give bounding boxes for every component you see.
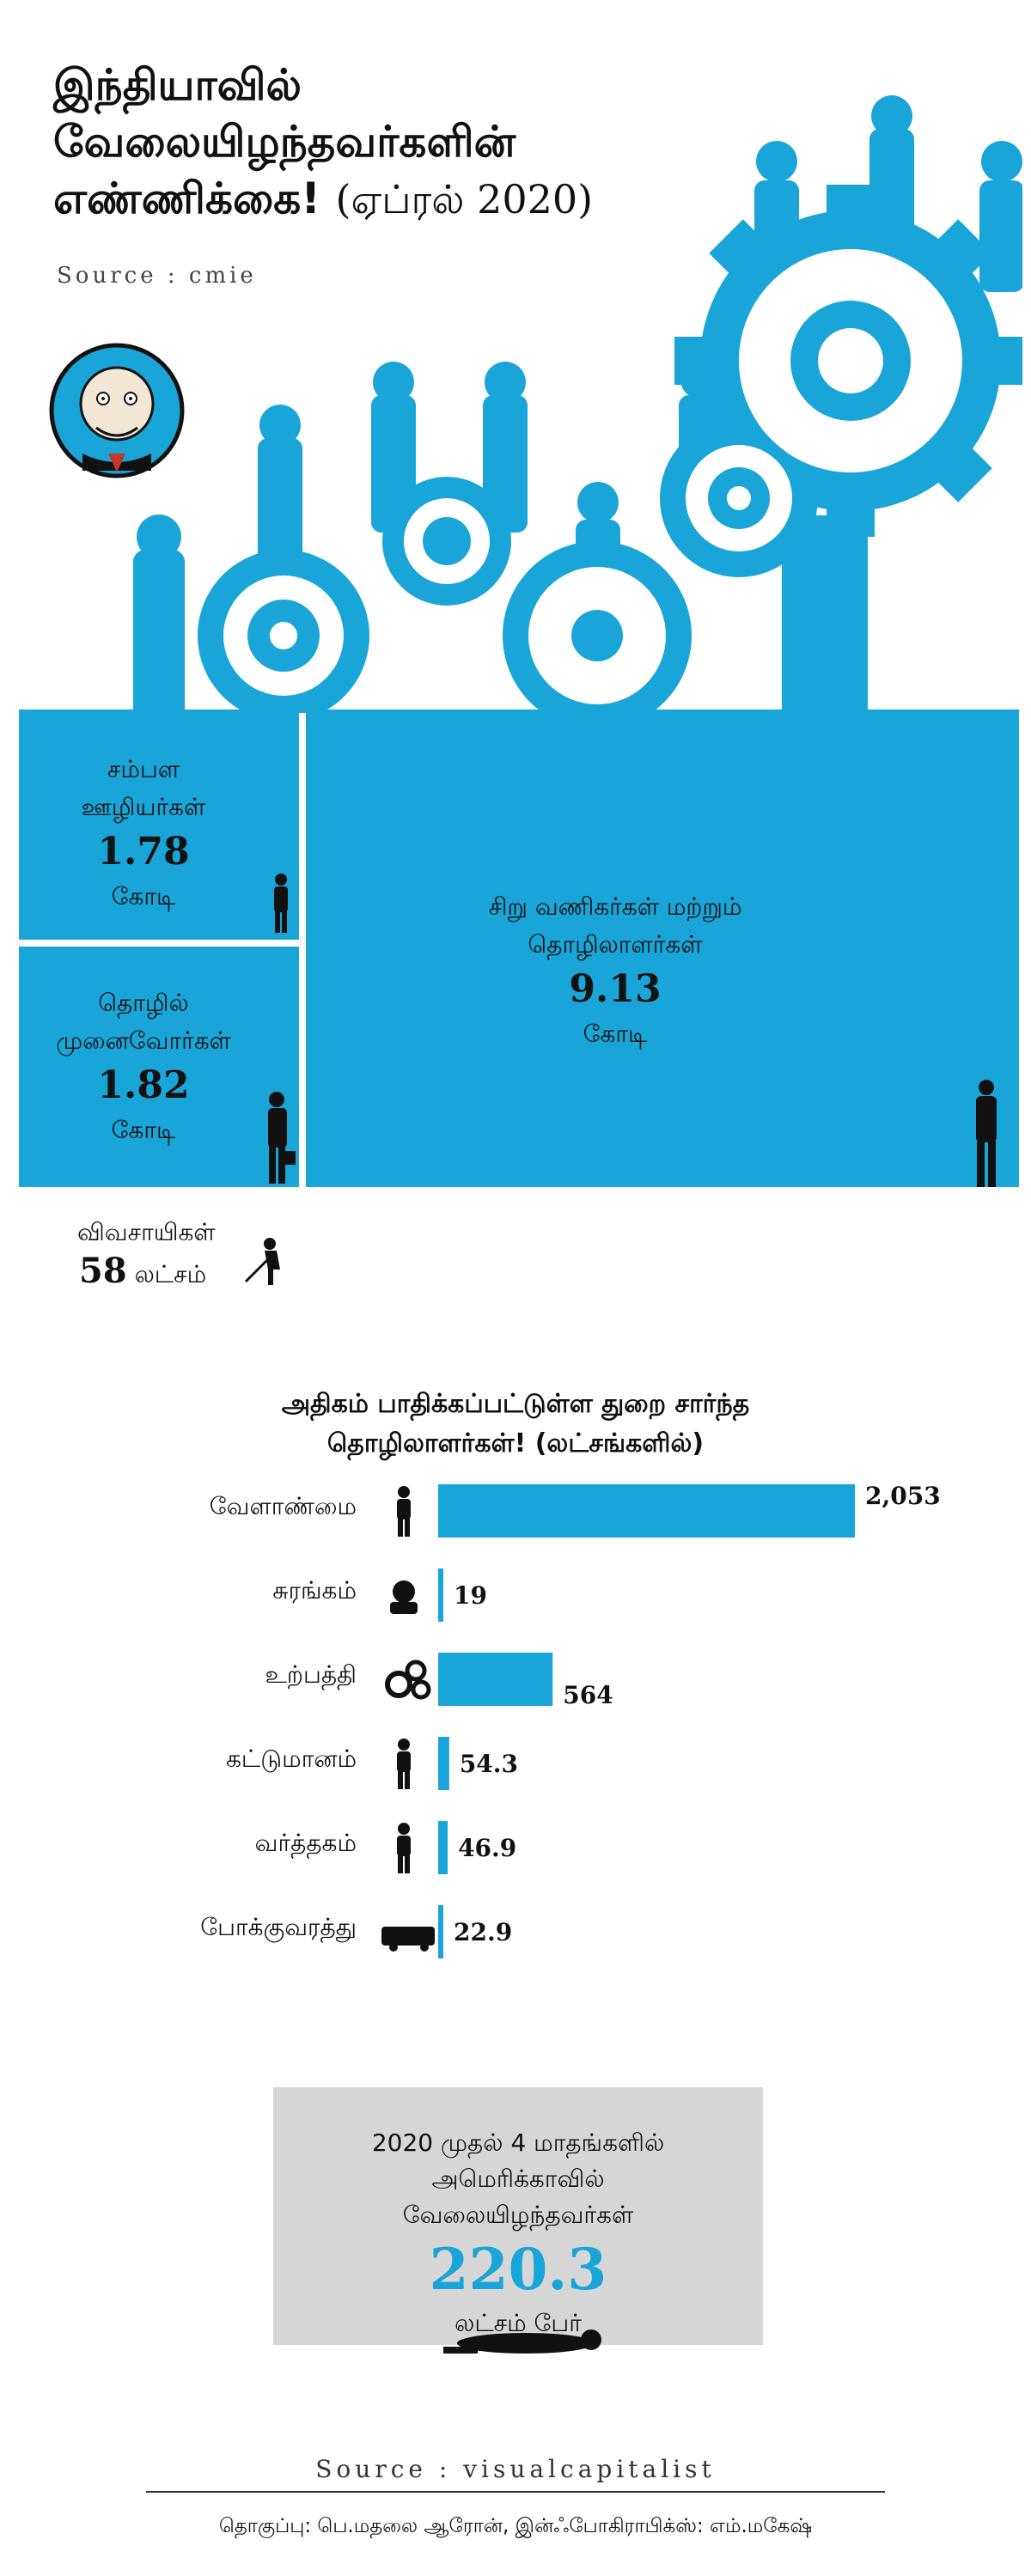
sector-bar-chart: வேளாண்மை 2,053 சுரங்கம் 19 உற்பத்தி 564 கட்டும… — [200, 1482, 941, 1958]
farmer-hoe-icon — [244, 1238, 280, 1285]
gears-icon — [385, 1659, 431, 1700]
salaried-value: 1.78 — [97, 830, 190, 874]
page-title: இந்தியாவில் வேலையிழந்தவர்களின் எண்ணிக்கை… — [53, 57, 758, 228]
bar-3 — [438, 1737, 449, 1790]
value-label: 19 — [454, 1581, 487, 1610]
title-line-2: வேலையிழந்தவர்களின் — [53, 117, 516, 167]
businessman-icon — [268, 1092, 296, 1184]
entrepreneurs-label-2: முனைவோர்கள் — [56, 1026, 231, 1055]
us-summary-box: 2020 முதல் 4 மாதங்களில் அமெரிக்காவில் வே… — [273, 2087, 763, 2345]
value-label: 564 — [563, 1681, 613, 1709]
title-line-3: எண்ணிக்கை! — [53, 174, 321, 223]
salaried-label-2: ஊழியர்கள் — [81, 793, 206, 821]
worker-icon — [397, 1739, 411, 1789]
bus-icon — [381, 1927, 435, 1952]
category-label: கட்டுமானம் — [226, 1745, 357, 1773]
value-label: 2,053 — [865, 1482, 941, 1510]
value-label: 54.3 — [460, 1750, 518, 1778]
small-traders-value: 9.13 — [569, 967, 662, 1011]
salaried-box: சம்பள ஊழியர்கள் 1.78 கோடி — [19, 709, 299, 940]
footer-divider — [146, 2491, 885, 2493]
fallen-person-icon — [443, 2329, 601, 2354]
value-label: 46.9 — [458, 1834, 516, 1862]
salaried-unit: கோடி — [111, 882, 176, 910]
category-label: போக்குவரத்து — [200, 1913, 357, 1943]
title-date: (ஏப்ரல் 2020) — [335, 176, 594, 222]
chart-title-line-1: அதிகம் பாதிக்கப்பட்டுள்ள துறை சார்ந்த — [281, 1389, 750, 1419]
footer-source: Source : visualcapitalist — [315, 2455, 716, 2483]
worker-standing-icon — [976, 1080, 997, 1187]
farmers-label: விவசாயிகள் — [77, 1218, 216, 1246]
farmers-unit: லட்சம் — [134, 1260, 207, 1288]
logo-icon — [49, 343, 185, 478]
summary-line-2: அமெரிக்காவில் — [431, 2165, 605, 2193]
salaried-label-1: சம்பள — [107, 755, 180, 783]
farmer-icon — [397, 1486, 411, 1537]
summary-line-1: 2020 முதல் 4 மாதங்களில் — [371, 2128, 665, 2157]
entrepreneurs-value: 1.82 — [97, 1063, 190, 1107]
summary-value: 220.3 — [429, 2236, 607, 2303]
entrepreneurs-box: தொழில் முனைவோர்கள் 1.82 கோடி — [19, 947, 299, 1187]
chart-title: அதிகம் பாதிக்கப்பட்டுள்ள துறை சார்ந்த தொ… — [129, 1385, 902, 1464]
small-traders-box: சிறு வணிகர்கள் மற்றும் தொழிலாளர்கள் 9.13… — [306, 709, 1019, 1187]
value-label: 22.9 — [454, 1918, 512, 1946]
small-traders-label-1: சிறு வணிகர்கள் மற்றும் — [488, 892, 742, 921]
summary-unit: லட்சம் பேர் — [454, 2309, 582, 2337]
category-label: வர்த்தகம் — [255, 1829, 357, 1859]
bar-4 — [438, 1821, 448, 1874]
gears-illustration — [133, 95, 1022, 713]
bar-1 — [438, 1568, 443, 1622]
chart-title-line-2: தொழிலாளர்கள்! (லட்சங்களில்) — [326, 1428, 705, 1459]
person-icon — [274, 874, 288, 933]
title-line-1: இந்தியாவில் — [53, 60, 302, 110]
farmers-value: 58 — [79, 1251, 127, 1291]
category-label: வேளாண்மை — [210, 1492, 357, 1520]
category-label: சுரங்கம் — [272, 1576, 357, 1605]
summary-line-3: வேலையிழந்தவர்கள் — [402, 2201, 634, 2229]
footer-credit: தொகுப்பு: பெ.மதலை ஆரோன், இன்ஃபோகிராபிக்ஸ… — [218, 2515, 813, 2537]
trader-icon — [397, 1823, 411, 1873]
bar-2 — [438, 1653, 553, 1706]
small-traders-unit: கோடி — [583, 1020, 648, 1048]
entrepreneurs-label-1: தொழில் — [98, 989, 189, 1017]
farmers-stat: 58 லட்சம் — [79, 1251, 206, 1292]
source-text: Source : cmie — [57, 263, 257, 289]
bar-0 — [438, 1484, 855, 1538]
category-label: உற்பத்தி — [265, 1660, 357, 1690]
miner-icon — [390, 1580, 418, 1614]
bar-5 — [438, 1905, 443, 1958]
small-traders-label-2: தொழிலாளர்கள் — [528, 930, 703, 959]
entrepreneurs-unit: கோடி — [111, 1116, 176, 1144]
